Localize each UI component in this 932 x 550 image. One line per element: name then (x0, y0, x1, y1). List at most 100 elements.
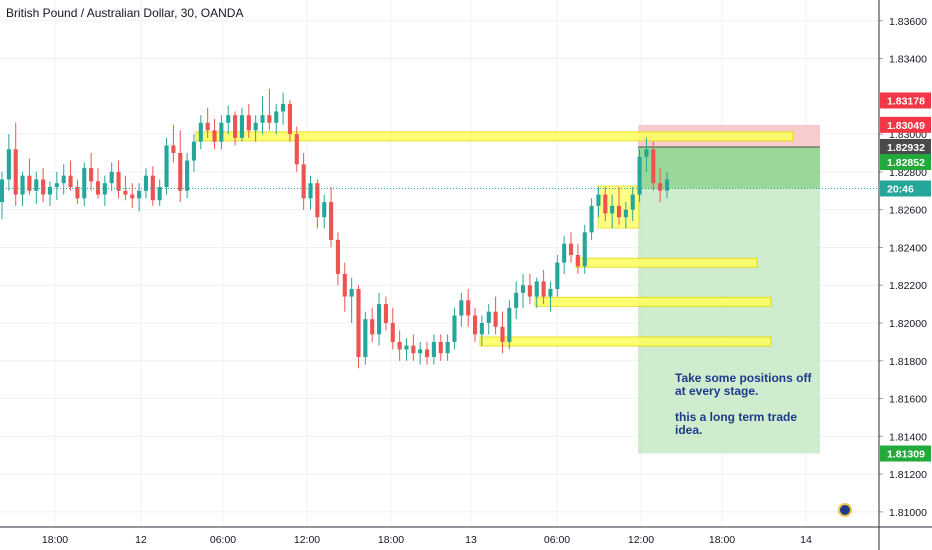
y-tick-label: 1.82200 (889, 280, 927, 292)
candle-body (109, 171, 114, 184)
candle-body (459, 300, 464, 316)
candle-body (555, 262, 560, 289)
y-tick-label: 1.81000 (889, 507, 927, 519)
x-tick-label: 14 (800, 534, 812, 546)
candle-body (27, 175, 32, 191)
candle-body (541, 281, 546, 297)
candle-body (568, 243, 574, 255)
candle-body (116, 171, 121, 191)
candle-body (377, 304, 382, 335)
candle-body (89, 168, 94, 182)
candle-body (6, 149, 11, 180)
candle-body (164, 145, 169, 187)
y-tick-label: 1.81400 (889, 431, 927, 443)
candle-body (143, 175, 149, 191)
candle-body (322, 202, 327, 218)
candle-body (287, 103, 292, 135)
candle-body (486, 311, 491, 323)
candle-body (507, 307, 512, 342)
candle-body (205, 122, 210, 131)
candle-body (157, 187, 162, 201)
candle-body (246, 115, 251, 131)
candle-body (150, 175, 155, 201)
candle-body (233, 115, 238, 138)
price-label: 1.83178 (887, 95, 925, 107)
candle-body (34, 179, 39, 191)
candle-body (616, 205, 622, 218)
price-label-box (880, 116, 931, 133)
candle-body (212, 130, 217, 142)
chart-title: British Pound / Australian Dollar, 30, O… (6, 6, 244, 20)
candle-body (397, 341, 402, 350)
candle-body (658, 183, 663, 191)
x-tick-label: 18:00 (378, 534, 404, 546)
candle-body (651, 149, 656, 184)
candle-body (370, 319, 375, 335)
candle-body (472, 315, 478, 335)
candle-body (431, 341, 436, 357)
candle-body (596, 194, 601, 206)
candle-body (500, 326, 505, 342)
australia-flag-icon[interactable] (838, 503, 852, 517)
price-label-box (880, 445, 931, 462)
y-tick-label: 1.81600 (889, 394, 927, 406)
highlight-level (479, 336, 772, 347)
candle-body (68, 175, 73, 187)
candle-body (137, 190, 142, 199)
candle-body (301, 164, 306, 199)
candle-body (178, 153, 183, 191)
candle-body (82, 168, 87, 199)
price-label: 1.82852 (887, 157, 925, 169)
candle-body (20, 175, 25, 195)
candle-body (75, 187, 80, 199)
y-tick-label: 1.82600 (889, 205, 927, 217)
candle-body (171, 145, 176, 153)
candle-body (527, 285, 532, 297)
price-label: 1.81309 (887, 449, 925, 461)
y-tick-label: 1.81200 (889, 469, 927, 481)
candle-body (335, 239, 340, 274)
candle-body (630, 194, 635, 210)
annotation-note: Take some positions off at every stage. … (675, 372, 815, 437)
candle-body (637, 156, 642, 195)
candle-body (644, 149, 649, 157)
target-zone (638, 188, 820, 454)
candle-body (349, 289, 354, 297)
candle-body (363, 319, 368, 357)
annotation-line-2: this a long term trade idea. (675, 410, 798, 437)
candle-body (438, 341, 443, 354)
price-label: 20:46 (887, 184, 914, 196)
price-label: 1.83049 (887, 120, 925, 132)
highlight-level (195, 131, 794, 142)
price-label-box (880, 138, 931, 155)
y-tick-label: 1.82000 (889, 318, 927, 330)
candle-body (520, 285, 526, 293)
candle-body (452, 315, 457, 342)
candle-body (603, 194, 608, 214)
candle-body (582, 232, 587, 267)
x-tick-label: 18:00 (42, 534, 68, 546)
highlight-level (534, 296, 772, 307)
candle-body (514, 292, 519, 308)
candle-body (13, 149, 18, 195)
x-tick-label: 12 (135, 534, 147, 546)
candle-body (623, 209, 628, 218)
candle-body (315, 183, 320, 218)
candle-body (575, 255, 580, 267)
candle-body (226, 115, 231, 123)
candle-body (41, 179, 46, 195)
candle-body (61, 175, 66, 184)
candle-body (253, 122, 258, 131)
x-tick-label: 13 (465, 534, 477, 546)
candle-body (308, 183, 313, 199)
x-tick-label: 18:00 (709, 534, 735, 546)
candle-body (445, 341, 450, 354)
candle-body (54, 183, 59, 187)
candle-body (260, 115, 265, 123)
candle-body (418, 349, 423, 354)
price-label-box (880, 180, 931, 197)
candle-body (281, 103, 286, 112)
candle-body (123, 190, 128, 195)
candle-body (493, 311, 498, 327)
